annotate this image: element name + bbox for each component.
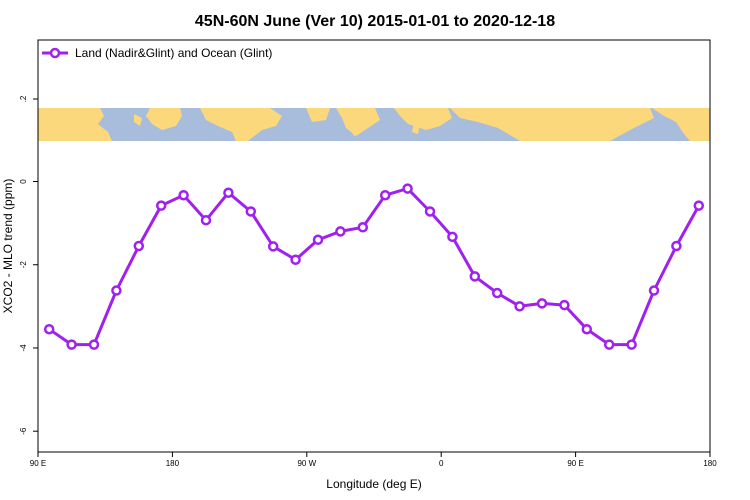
y-axis-label: XCO2 - MLO trend (ppm)	[1, 179, 15, 314]
x-tick-label: 90 E	[567, 459, 583, 468]
data-point	[66, 339, 77, 350]
data-point	[424, 206, 436, 217]
data-point	[178, 189, 189, 201]
data-point	[581, 323, 593, 335]
data-point	[267, 241, 279, 252]
x-tick-label: 90 W	[297, 459, 316, 468]
y-tick-label: 0	[19, 179, 28, 184]
map-land	[38, 108, 710, 141]
data-point	[111, 285, 122, 296]
legend-label: Land (Nadir&Glint) and Ocean (Glint)	[75, 46, 272, 60]
x-axis-label: Longitude (deg E)	[326, 477, 421, 491]
data-point	[312, 234, 324, 246]
data-point	[536, 298, 548, 309]
data-point	[290, 254, 301, 265]
y-tick-label: -4	[19, 344, 28, 352]
data-point	[155, 200, 167, 211]
data-point	[133, 240, 145, 252]
data-point	[648, 285, 660, 296]
data-point	[43, 323, 55, 335]
data-point	[514, 301, 525, 312]
y-tick-label-band: .2	[19, 95, 28, 102]
data-point	[626, 339, 637, 350]
data-point	[88, 339, 100, 350]
y-axis: .2 0 -2 -4 -6	[19, 95, 38, 435]
x-tick-label: 180	[166, 459, 180, 468]
data-point	[491, 287, 503, 299]
data-point	[693, 200, 705, 211]
y-tick-label: -6	[19, 427, 28, 435]
x-tick-label: 0	[439, 459, 444, 468]
data-point	[245, 206, 257, 217]
data-point	[357, 222, 369, 233]
series-line	[48, 187, 701, 347]
map-strip	[38, 108, 710, 141]
data-point	[447, 231, 458, 243]
y-tick-label: -2	[19, 261, 28, 269]
data-point	[469, 271, 481, 282]
legend: Land (Nadir&Glint) and Ocean (Glint)	[42, 46, 272, 60]
x-axis: 90 E 180 90 W 0 90 E 180	[30, 452, 717, 468]
chart-title: 45N-60N June (Ver 10) 2015-01-01 to 2020…	[195, 13, 555, 30]
data-point	[402, 183, 413, 194]
data-point	[335, 226, 346, 237]
data-point	[603, 339, 615, 350]
series-layer	[43, 183, 705, 350]
data-point	[379, 189, 391, 201]
x-tick-label: 180	[703, 459, 717, 468]
x-tick-label: 90 E	[30, 459, 46, 468]
plot-frame	[37, 39, 711, 453]
data-point	[223, 187, 234, 198]
legend-marker	[49, 47, 61, 59]
data-point	[200, 214, 212, 226]
data-point	[671, 240, 682, 252]
data-point	[559, 299, 570, 311]
